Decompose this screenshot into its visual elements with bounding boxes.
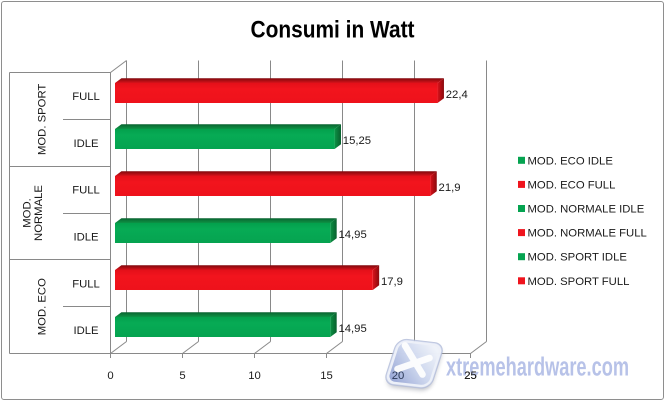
svg-text:14,95: 14,95 bbox=[338, 229, 366, 241]
svg-text:IDLE: IDLE bbox=[73, 138, 99, 150]
svg-text:MOD. SPORT FULL: MOD. SPORT FULL bbox=[528, 276, 630, 288]
svg-text:20: 20 bbox=[392, 370, 405, 382]
svg-text:14,95: 14,95 bbox=[338, 323, 366, 335]
svg-text:MOD. NORMALE IDLE: MOD. NORMALE IDLE bbox=[528, 204, 645, 216]
svg-text:xtremehardware.com: xtremehardware.com bbox=[446, 354, 629, 382]
svg-text:FULL: FULL bbox=[72, 278, 100, 290]
svg-text:MOD. ECO FULL: MOD. ECO FULL bbox=[528, 179, 616, 191]
svg-text:15,25: 15,25 bbox=[343, 135, 371, 147]
svg-text:FULL: FULL bbox=[72, 185, 100, 197]
svg-text:5: 5 bbox=[179, 370, 185, 382]
svg-text:17,9: 17,9 bbox=[381, 276, 403, 288]
svg-text:0: 0 bbox=[107, 370, 113, 382]
svg-text:15: 15 bbox=[320, 370, 333, 382]
svg-text:MOD. ECO: MOD. ECO bbox=[37, 278, 49, 335]
svg-text:MOD. NORMALE FULL: MOD. NORMALE FULL bbox=[528, 228, 647, 240]
svg-text:Consumi in Watt: Consumi in Watt bbox=[251, 17, 415, 44]
svg-text:10: 10 bbox=[248, 370, 261, 382]
svg-text:MOD.: MOD. bbox=[22, 198, 34, 228]
svg-text:FULL: FULL bbox=[72, 91, 100, 103]
svg-text:MOD. ECO IDLE: MOD. ECO IDLE bbox=[528, 155, 614, 167]
svg-text:25: 25 bbox=[464, 370, 477, 382]
svg-text:IDLE: IDLE bbox=[73, 325, 99, 337]
svg-text:25: 25 bbox=[464, 370, 477, 382]
svg-text:21,9: 21,9 bbox=[439, 182, 461, 194]
svg-text:MOD. SPORT: MOD. SPORT bbox=[37, 84, 49, 155]
svg-text:NORMALE: NORMALE bbox=[33, 185, 45, 241]
svg-text:22,4: 22,4 bbox=[446, 89, 468, 101]
svg-text:IDLE: IDLE bbox=[73, 231, 99, 243]
svg-text:MOD. SPORT IDLE: MOD. SPORT IDLE bbox=[528, 252, 628, 264]
